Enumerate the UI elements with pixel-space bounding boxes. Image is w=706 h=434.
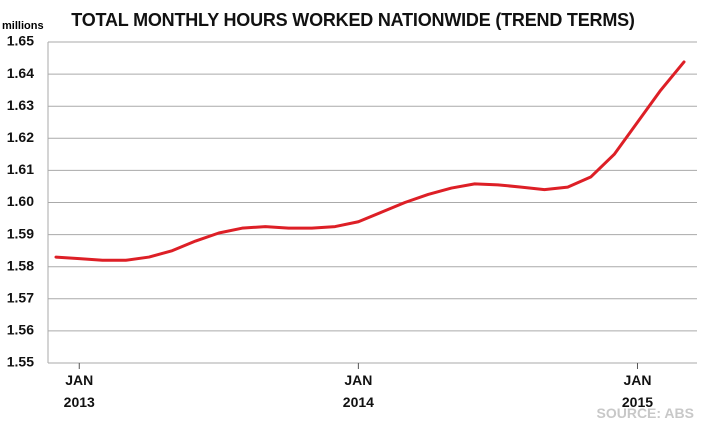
y-tick-label: 1.60: [7, 193, 34, 209]
y-unit: millions: [2, 20, 44, 32]
y-tick-label: 1.65: [7, 33, 34, 49]
y-tick-label: 1.58: [7, 257, 34, 273]
y-tick-label: 1.56: [7, 322, 34, 338]
y-tick-label: 1.63: [7, 97, 34, 113]
y-tick-label: 1.64: [7, 65, 34, 81]
x-tick-label: JAN 2013: [63, 372, 95, 410]
line: [54, 60, 686, 262]
x-tick-label: JAN 2015: [621, 372, 654, 410]
chart-title: TOTAL MONTHLY HOURS WORKED NATIONWIDE (T…: [71, 10, 635, 30]
y-tick-label: 1.59: [7, 225, 34, 241]
y-tick-label: 1.57: [7, 290, 34, 306]
y-tick-label: 1.55: [7, 354, 34, 370]
source: SOURCE: ABS: [596, 405, 695, 421]
x-tick-label: JAN 2014: [342, 372, 374, 410]
y-tick-label: 1.62: [7, 129, 34, 145]
y-tick-label: 1.61: [7, 161, 34, 177]
